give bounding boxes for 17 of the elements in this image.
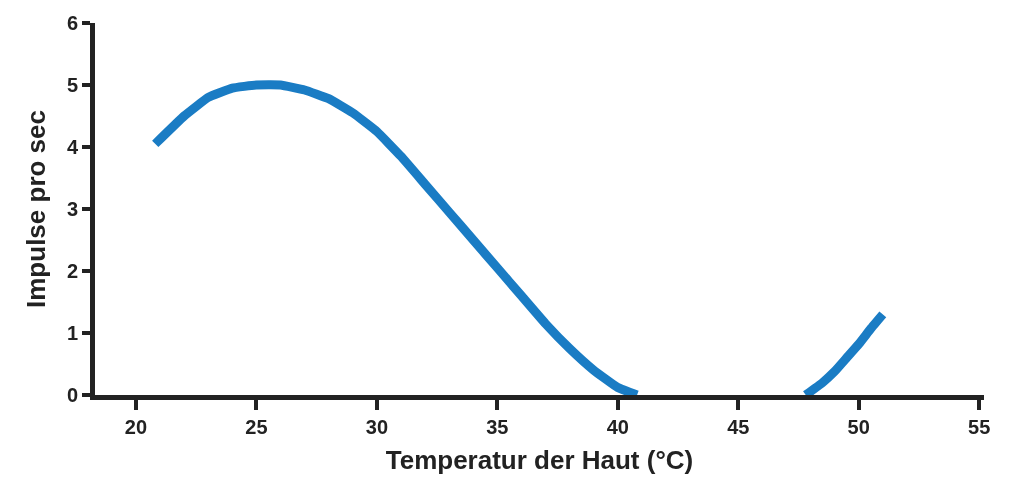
x-tick-label: 35 [486,416,509,438]
y-tick-label: 5 [66,74,78,96]
x-tick-label: 20 [124,416,148,438]
x-tick-label: 55 [968,416,991,438]
y-axis-title: Impulse pro sec [21,110,52,308]
x-tick-label: 40 [606,416,629,438]
y-tick-label: 0 [66,384,78,406]
y-tick-label: 6 [66,12,78,34]
y-tick-label: 3 [66,198,78,220]
y-tick-label: 1 [66,322,78,344]
x-axis-title: Temperatur der Haut (°C) [385,444,694,475]
x-tick-label: 25 [245,416,268,438]
x-tick-label: 50 [847,416,870,438]
y-tick-label: 2 [66,260,78,282]
x-tick-label: 45 [727,416,750,438]
x-tick-label: 30 [365,416,389,438]
y-tick-label: 4 [66,136,79,158]
